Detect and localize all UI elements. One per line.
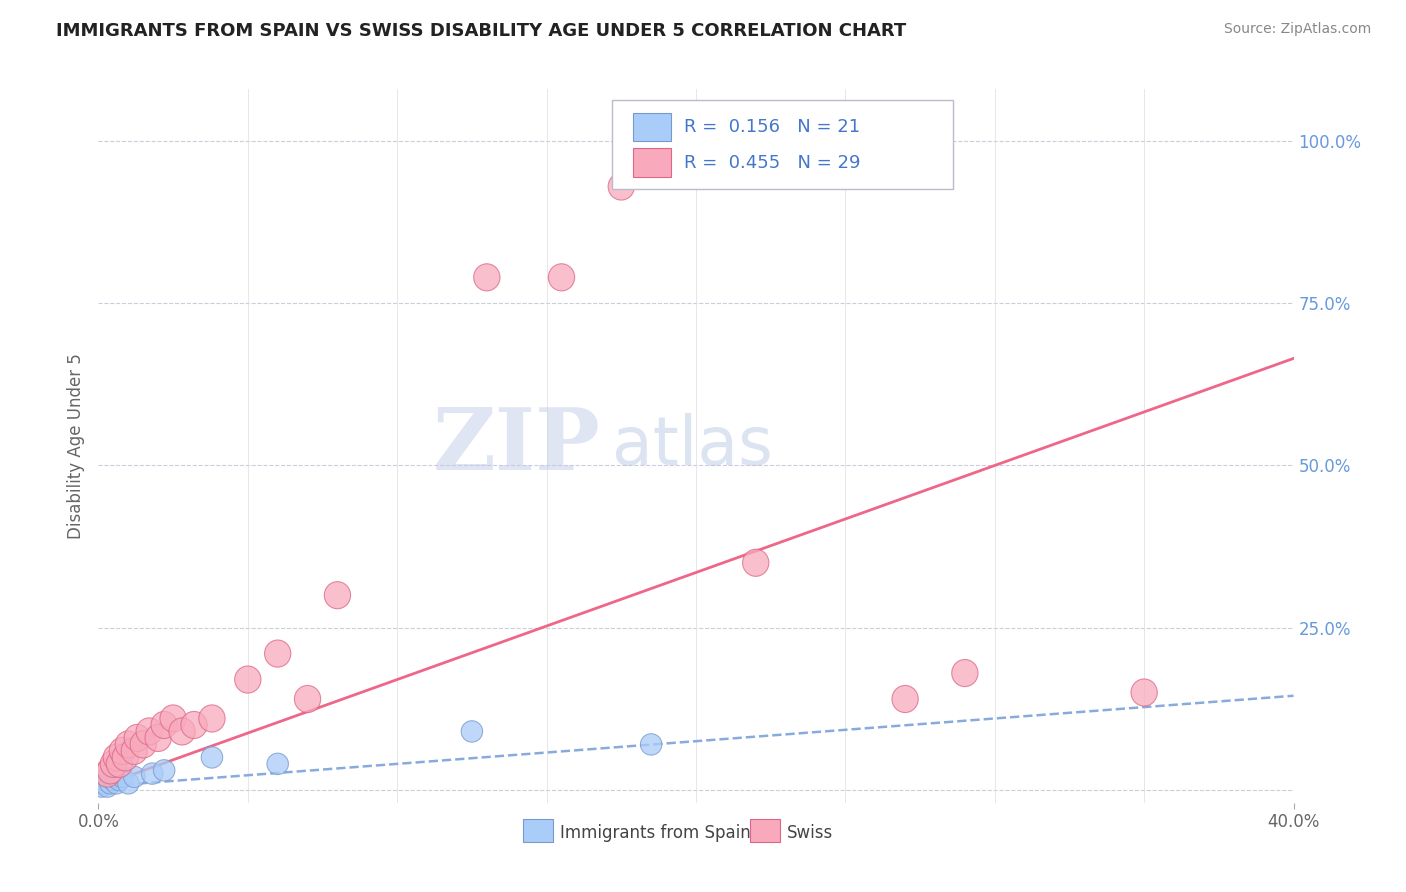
Ellipse shape: [461, 721, 482, 742]
Ellipse shape: [124, 724, 150, 751]
FancyBboxPatch shape: [749, 819, 780, 842]
Ellipse shape: [742, 549, 769, 576]
Ellipse shape: [198, 705, 225, 732]
Text: R =  0.455   N = 29: R = 0.455 N = 29: [685, 153, 860, 171]
FancyBboxPatch shape: [613, 100, 953, 189]
Ellipse shape: [1130, 679, 1157, 706]
Ellipse shape: [235, 666, 262, 693]
Ellipse shape: [181, 712, 207, 739]
FancyBboxPatch shape: [633, 112, 671, 141]
Text: atlas: atlas: [613, 413, 773, 479]
Ellipse shape: [103, 770, 124, 791]
Ellipse shape: [160, 705, 186, 732]
FancyBboxPatch shape: [523, 819, 553, 842]
Ellipse shape: [112, 744, 138, 771]
Ellipse shape: [94, 772, 115, 794]
Ellipse shape: [100, 772, 121, 794]
FancyBboxPatch shape: [633, 148, 671, 177]
Ellipse shape: [111, 766, 134, 788]
Ellipse shape: [325, 582, 350, 608]
Ellipse shape: [107, 750, 132, 778]
Ellipse shape: [474, 264, 501, 291]
Ellipse shape: [201, 747, 222, 768]
Ellipse shape: [90, 776, 112, 797]
Ellipse shape: [97, 776, 118, 797]
Ellipse shape: [103, 760, 124, 781]
Ellipse shape: [121, 738, 148, 764]
Ellipse shape: [640, 734, 662, 756]
Ellipse shape: [153, 760, 174, 781]
Text: Immigrants from Spain: Immigrants from Spain: [560, 824, 751, 842]
Ellipse shape: [108, 770, 131, 791]
Ellipse shape: [124, 766, 145, 788]
Ellipse shape: [169, 718, 195, 745]
Ellipse shape: [294, 685, 321, 713]
Y-axis label: Disability Age Under 5: Disability Age Under 5: [66, 353, 84, 539]
Ellipse shape: [105, 766, 127, 788]
Ellipse shape: [145, 724, 172, 751]
Ellipse shape: [548, 264, 575, 291]
Ellipse shape: [150, 712, 177, 739]
Ellipse shape: [264, 640, 291, 667]
Ellipse shape: [110, 738, 135, 764]
Ellipse shape: [267, 753, 288, 774]
Ellipse shape: [118, 772, 139, 794]
Ellipse shape: [100, 763, 121, 784]
Ellipse shape: [609, 173, 634, 200]
Text: Swiss: Swiss: [787, 824, 832, 842]
Ellipse shape: [94, 760, 121, 787]
Ellipse shape: [115, 731, 142, 758]
Ellipse shape: [103, 744, 129, 771]
Text: IMMIGRANTS FROM SPAIN VS SWISS DISABILITY AGE UNDER 5 CORRELATION CHART: IMMIGRANTS FROM SPAIN VS SWISS DISABILIT…: [56, 22, 907, 40]
Ellipse shape: [105, 772, 127, 794]
Ellipse shape: [94, 770, 115, 791]
Ellipse shape: [136, 718, 162, 745]
Text: Source: ZipAtlas.com: Source: ZipAtlas.com: [1223, 22, 1371, 37]
Ellipse shape: [142, 763, 163, 784]
Ellipse shape: [891, 685, 918, 713]
Ellipse shape: [97, 756, 124, 784]
Ellipse shape: [131, 731, 156, 758]
Ellipse shape: [100, 750, 127, 778]
Text: R =  0.156   N = 21: R = 0.156 N = 21: [685, 118, 860, 136]
Ellipse shape: [97, 766, 118, 788]
Ellipse shape: [952, 659, 979, 687]
Text: ZIP: ZIP: [433, 404, 600, 488]
